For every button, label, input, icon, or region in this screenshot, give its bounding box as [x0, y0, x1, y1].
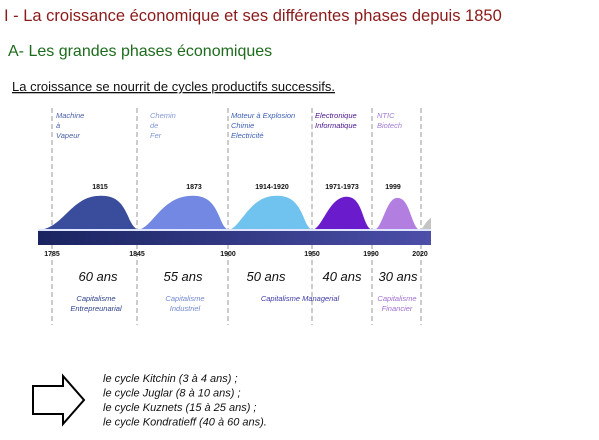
duration: 50 ans [246, 269, 286, 284]
list-item: le cycle Kitchin (3 à 4 ans) ; [103, 373, 238, 385]
year-label: 1900 [220, 251, 236, 258]
regime-label: Capitalisme [377, 294, 416, 303]
list-item: le cycle Kondratieff (40 à 60 ans). [103, 417, 267, 429]
regime-label: Entrepreunarial [70, 304, 122, 313]
regime-label: Financier [382, 304, 413, 313]
peak-year: 1999 [385, 184, 401, 191]
dividers [51, 108, 422, 325]
waves [38, 195, 431, 230]
caption: La croissance se nourrit de cycles produ… [12, 79, 335, 94]
arrow-icon [32, 373, 86, 427]
innovation-label: à [56, 121, 60, 130]
innovation-label: Fer [150, 131, 162, 140]
duration: 30 ans [378, 269, 418, 284]
innovation-label: Moteur à Explosion [231, 111, 295, 120]
regime-label: Capitalisme [165, 294, 204, 303]
year-label: 1785 [44, 251, 60, 258]
innovation-label: Electricité [231, 131, 264, 140]
regime-label: Industriel [170, 304, 201, 313]
cycle-list: le cycle Kitchin (3 à 4 ans) ; le cycle J… [103, 373, 267, 429]
year-label: 1990 [363, 251, 379, 258]
subtitle: A- Les grandes phases économiques [8, 43, 272, 60]
year-label: 1845 [129, 251, 145, 258]
innovation-label: Chimie [231, 121, 254, 130]
regime-label: Capitalisme [76, 294, 115, 303]
innovation-label: NTIC [377, 111, 395, 120]
year-label: 2020 [412, 251, 428, 258]
innovation-label: Electronique [315, 111, 357, 120]
list-item: le cycle Juglar (8 à 10 ans) ; [103, 388, 241, 400]
peak-year: 1914-1920 [255, 184, 289, 191]
innovation-label: Machine [56, 111, 84, 120]
innovation-label: Informatique [315, 121, 357, 130]
innovation-label: Chemin [150, 111, 176, 120]
peak-year: 1815 [92, 184, 108, 191]
duration: 60 ans [78, 269, 118, 284]
duration: 55 ans [163, 269, 203, 284]
duration: 40 ans [322, 269, 362, 284]
title: I - La croissance économique et ses diff… [4, 7, 502, 25]
innovation-label: de [150, 121, 158, 130]
peak-year: 1971-1973 [325, 184, 359, 191]
peak-year: 1873 [186, 184, 202, 191]
innovation-label: Biotech [377, 121, 402, 130]
regime-label: Capitalisme Managerial [261, 294, 340, 303]
innovation-label: Vapeur [56, 131, 80, 140]
timeline-band [38, 229, 431, 245]
year-label: 1950 [304, 251, 320, 258]
list-item: le cycle Kuznets (15 à 25 ans) ; [103, 402, 256, 414]
